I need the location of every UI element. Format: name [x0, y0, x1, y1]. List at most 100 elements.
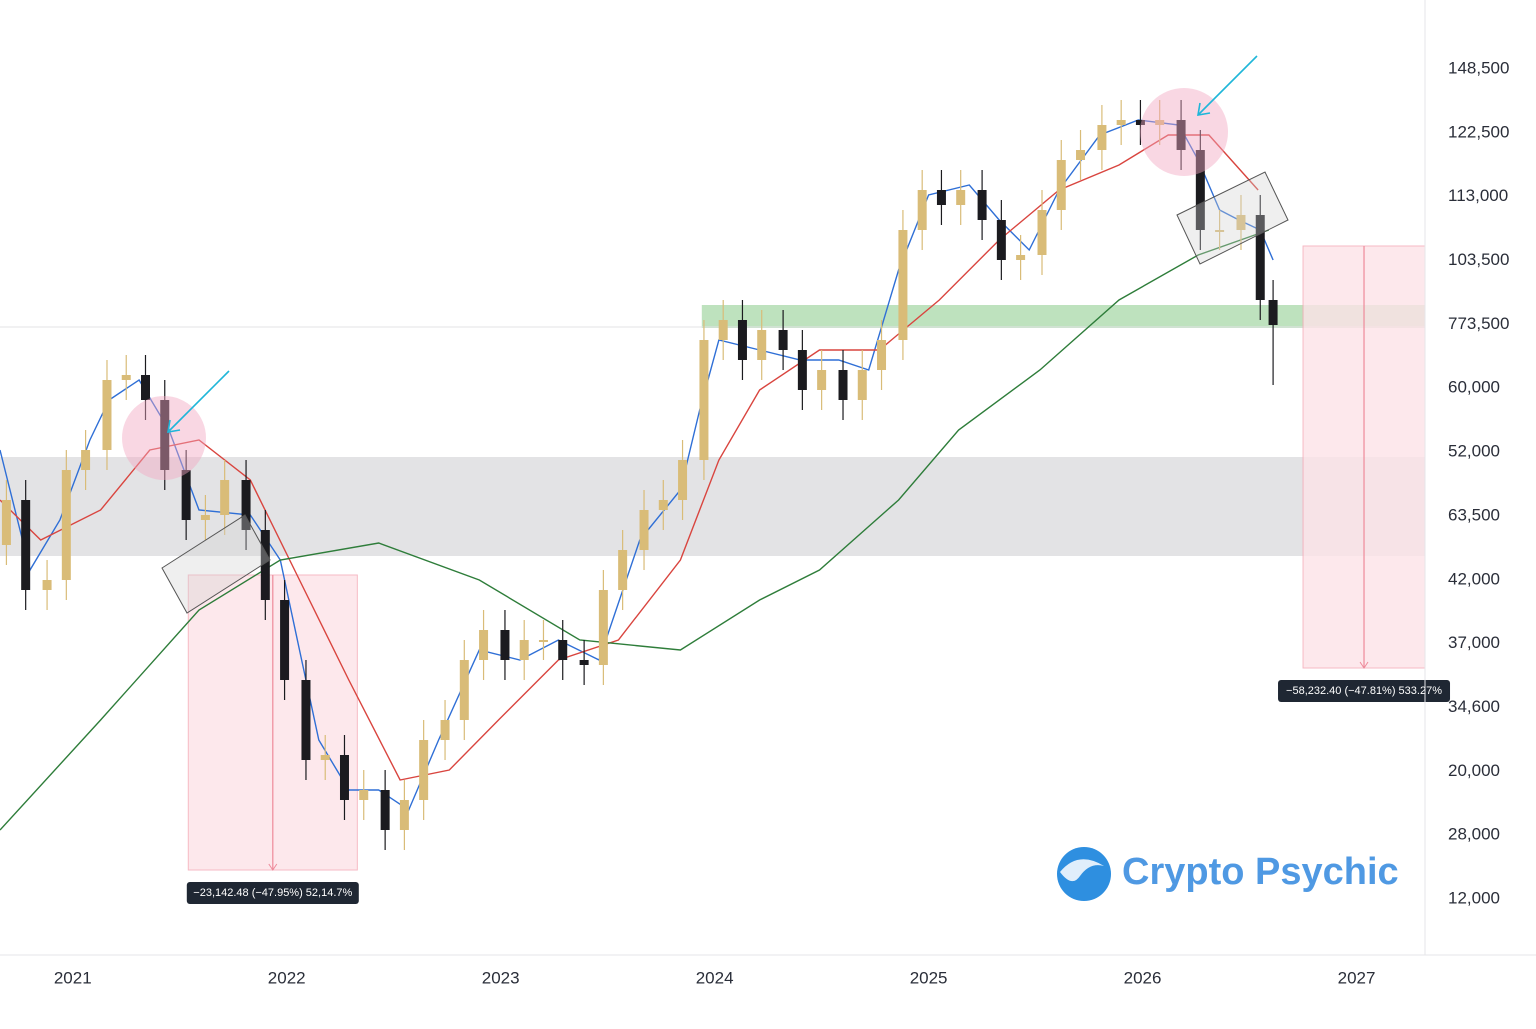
measure-label-bg	[1278, 680, 1451, 702]
candle-body	[1155, 120, 1165, 125]
candle-body	[339, 755, 349, 800]
candle-body	[1116, 120, 1126, 125]
x-axis: 2021 2022 2023 2024 2025 2026 2027	[54, 968, 1376, 987]
candle-body	[877, 340, 887, 370]
y-tick-label: 52,000	[1448, 442, 1500, 461]
x-tick-label: 2023	[482, 968, 520, 987]
candle-body	[42, 580, 52, 590]
y-tick-label: 63,500	[1448, 505, 1500, 524]
candle-body	[1255, 215, 1265, 300]
arrow-head	[1197, 102, 1211, 116]
candle-body	[917, 190, 927, 230]
candle-body	[1135, 120, 1145, 125]
measure-label: −23,142.48 (−47.95%) 52,14.7%	[193, 887, 352, 899]
y-tick-label: 113,000	[1448, 186, 1508, 205]
candle-body	[479, 630, 489, 660]
candle-body	[440, 720, 450, 740]
watermark: Crypto Psychic	[1057, 847, 1399, 901]
candle-body	[1, 500, 11, 545]
y-axis: 148,500 122,500 113,000 103,500 773,500 60,00…	[1448, 58, 1509, 907]
candle-body	[558, 640, 568, 660]
candle-body	[639, 510, 649, 550]
x-tick-label: 2024	[696, 968, 734, 987]
candle-body	[380, 790, 390, 830]
candle-body	[658, 500, 668, 510]
y-tick-label: 28,000	[1448, 825, 1500, 844]
x-tick-label: 2027	[1338, 968, 1376, 987]
arrow	[1197, 55, 1258, 116]
candle-body	[260, 530, 270, 600]
y-tick-label: 122,500	[1448, 122, 1509, 141]
highlight-circle	[1140, 88, 1228, 176]
measure-arrow-head	[268, 863, 278, 871]
arrow	[167, 370, 230, 433]
candle-body	[61, 470, 71, 580]
candle-body	[598, 590, 608, 665]
candle-body	[419, 740, 429, 800]
watermark-logo-wave	[1060, 859, 1104, 882]
candle-body	[459, 660, 469, 720]
candle-body	[241, 480, 251, 530]
candle-body	[280, 600, 290, 680]
candle-body	[121, 375, 131, 380]
arrows	[167, 55, 1258, 433]
candle-body	[898, 230, 908, 340]
candle-body	[519, 640, 529, 660]
candle-body	[737, 320, 747, 360]
candle-body	[936, 190, 946, 205]
y-tick-label: 42,000	[1448, 569, 1500, 588]
candle-body	[718, 320, 728, 340]
candle-body	[102, 380, 112, 450]
candle-body	[160, 400, 170, 470]
candles	[1, 100, 1278, 850]
y-tick-label: 773,500	[1448, 314, 1509, 333]
candle-body	[956, 190, 966, 205]
watermark-text: Crypto Psychic	[1122, 851, 1399, 893]
candle-body	[817, 370, 827, 390]
candle-body	[1176, 120, 1186, 150]
candle-body	[500, 630, 510, 660]
x-tick-label: 2026	[1124, 968, 1162, 987]
candle-body	[579, 660, 589, 665]
measure-arrow-head	[1359, 661, 1369, 669]
candle-body	[1097, 125, 1107, 150]
candle-body	[181, 470, 191, 520]
candle-body	[359, 790, 369, 800]
watermark-logo	[1057, 847, 1111, 901]
measure-label: −58,232.40 (−47.81%) 533.27%	[1286, 685, 1442, 697]
y-tick-label: 103,500	[1448, 250, 1509, 269]
candle-body	[1016, 255, 1026, 260]
arrow-head	[167, 419, 181, 433]
candle-body	[320, 755, 330, 760]
ma-line	[0, 229, 1270, 831]
candle-body	[200, 515, 210, 520]
candle-body	[838, 370, 848, 400]
y-tick-label: 37,000	[1448, 633, 1500, 652]
y-tick-label: 20,000	[1448, 761, 1500, 780]
candle-body	[1056, 160, 1066, 210]
candle-body	[1236, 215, 1246, 230]
candle-body	[1037, 210, 1047, 255]
y-tick-label: 12,000	[1448, 888, 1500, 907]
candle-body	[797, 350, 807, 390]
candle-body	[618, 550, 628, 590]
candle-body	[1195, 150, 1205, 230]
candle-body	[399, 800, 409, 830]
candle-body	[778, 330, 788, 350]
flag-box	[161, 514, 271, 614]
candle-body	[699, 340, 709, 460]
candle-body	[1268, 300, 1278, 325]
zones	[0, 305, 1425, 556]
x-tick-label: 2022	[268, 968, 306, 987]
candle-body	[220, 480, 230, 515]
candle-body	[996, 220, 1006, 260]
candle-body	[678, 460, 688, 500]
candle-body	[21, 500, 31, 590]
x-tick-label: 2021	[54, 968, 92, 987]
flag-box	[1176, 171, 1289, 265]
measure-label-bg	[186, 882, 359, 904]
candle-body	[538, 640, 548, 642]
flags	[161, 171, 1289, 614]
